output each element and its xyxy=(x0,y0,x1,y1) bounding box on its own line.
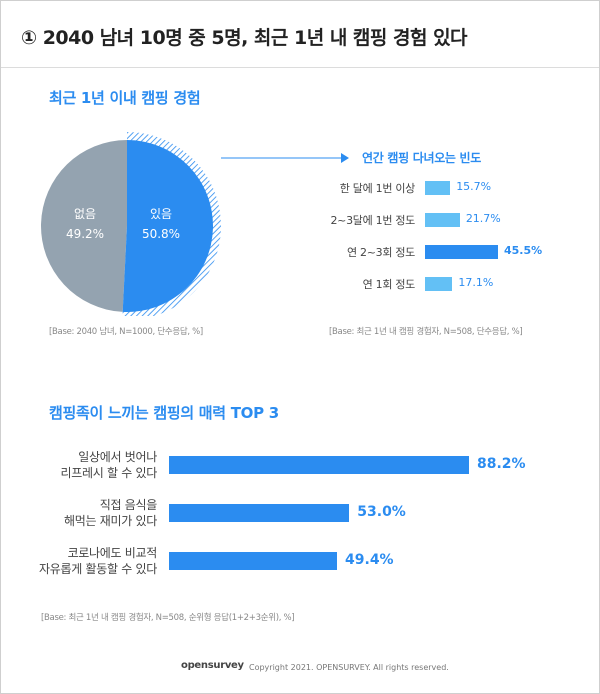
base-note-right: [Base: 최근 1년 내 캠핑 경험자, N=508, 단수응답, %] xyxy=(329,327,523,337)
frequency-value-label: 17.1% xyxy=(458,276,494,289)
frequency-bar xyxy=(425,245,498,259)
base-note-bottom: [Base: 최근 1년 내 캠핑 경험자, N=508, 순위형 응답(1+2… xyxy=(41,613,295,623)
frequency-value-label: 21.7% xyxy=(465,212,501,225)
section2-title: 캠핑족이 느끼는 캠핑의 매력 TOP 3 xyxy=(49,404,279,422)
appeal-category-line: 해먹는 재미가 있다 xyxy=(64,514,157,528)
appeal-bar xyxy=(169,504,350,522)
page-title: ① 2040 남녀 10명 중 5명, 최근 1년 내 캠핑 경험 있다 xyxy=(21,27,468,49)
pie-value-label: 49.2% xyxy=(66,227,104,241)
frequency-value-label: 45.5% xyxy=(504,244,543,257)
pie-slice-no xyxy=(41,140,127,312)
section1-title: 최근 1년 이내 캠핑 경험 xyxy=(49,89,201,107)
pie-category-label: 있음 xyxy=(150,207,172,221)
base-note-left: [Base: 2040 남녀, N=1000, 단수응답, %] xyxy=(49,327,203,337)
frequency-bar xyxy=(425,277,453,291)
title-divider xyxy=(1,67,599,68)
pie-slice-yes xyxy=(122,140,214,312)
appeal-category-line: 코로나에도 비교적 xyxy=(67,546,158,560)
opensurvey-logo: opensurvey xyxy=(181,660,244,671)
frequency-bar xyxy=(425,181,451,195)
pie-category-label: 없음 xyxy=(74,207,96,221)
frequency-category-label: 연 1회 정도 xyxy=(362,278,416,291)
pie-value-label: 50.8% xyxy=(142,227,180,241)
frequency-bar xyxy=(425,213,460,227)
appeal-category-line: 자유롭게 활동할 수 있다 xyxy=(39,562,157,576)
frequency-value-label: 15.7% xyxy=(456,180,492,193)
appeal-bar xyxy=(169,456,469,474)
frequency-category-label: 한 달에 1번 이상 xyxy=(339,182,416,195)
appeal-category-line: 직접 음식을 xyxy=(99,498,158,512)
frequency-title: 연간 캠핑 다녀오는 빈도 xyxy=(362,151,482,165)
connector-arrow-icon xyxy=(341,153,349,163)
frequency-category-label: 연 2~3회 정도 xyxy=(347,246,415,259)
frequency-category-label: 2~3달에 1번 정도 xyxy=(330,214,415,227)
appeal-bar xyxy=(169,552,338,570)
appeal-value-label: 49.4% xyxy=(345,552,394,568)
camping-experience-pie-chart: 없음 49.2% 있음 50.8% xyxy=(41,132,349,316)
appeal-value-label: 88.2% xyxy=(477,456,526,472)
appeal-category-line: 일상에서 벗어나 xyxy=(78,450,157,464)
appeal-category-line: 리프레시 할 수 있다 xyxy=(60,466,158,480)
appeal-value-label: 53.0% xyxy=(357,504,406,520)
copyright-text: Copyright 2021. OPENSURVEY. All rights r… xyxy=(249,663,449,672)
